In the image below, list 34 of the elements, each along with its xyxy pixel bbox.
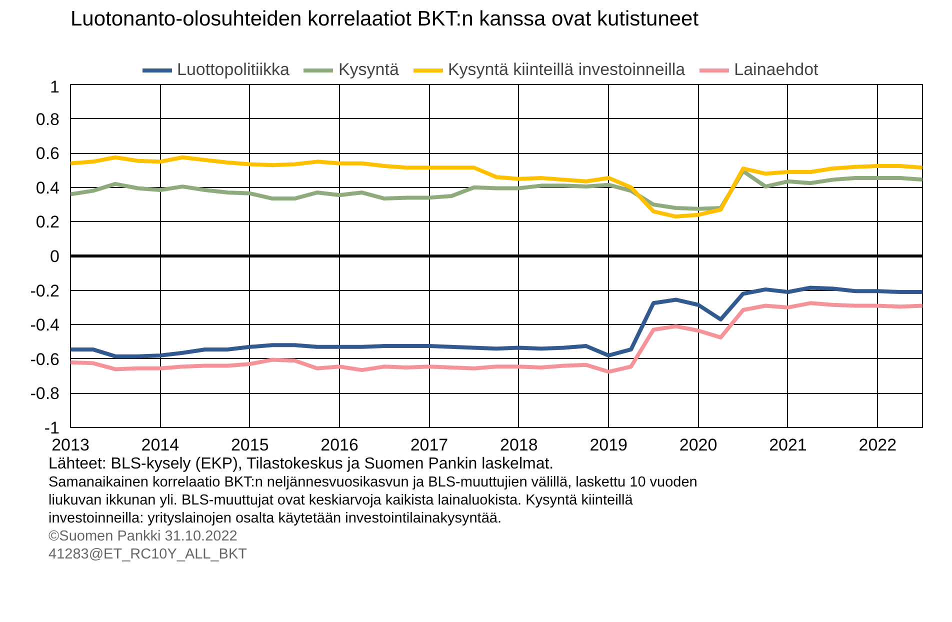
text: Samanaikainen korrelaatio BKT:n neljännesvuosikasvun ja BLS-muuttujien välillä, laskettu 10 vuoden liukuvan ikkunan yli. BLS-muuttujat ovat keskiarvoja kaikista lainaluokista. Kysyntä kiinteillä investoinneilla: yrityslainojen osalta käytetään investointilainakysyntää. xyxy=(48,474,698,526)
x-tick-label: 2016 xyxy=(320,436,358,454)
y-tick-label: 0.2 xyxy=(36,212,60,232)
y-tick-label: -0.8 xyxy=(30,384,60,404)
x-tick-label: 2015 xyxy=(230,436,269,454)
x-tick-label: 2022 xyxy=(858,436,897,454)
y-tick-label: -0.2 xyxy=(30,281,60,300)
chart-title: Luotonanto-olosuhteiden korrelaatiot BKT:n kanssa ovat kutistuneet xyxy=(70,8,699,30)
legend-label: Lainaehdot xyxy=(734,60,818,80)
line-series xyxy=(70,169,922,211)
x-tick-label: 2021 xyxy=(769,436,807,454)
y-tick-label: 1 xyxy=(50,78,60,96)
y-tick-label: -0.6 xyxy=(30,350,60,369)
text: 41283@ET_RC10Y_ALL_BKT xyxy=(48,546,248,562)
line-series xyxy=(70,301,922,374)
x-tick-label: 2017 xyxy=(410,436,448,454)
text: Lähteet: BLS-kysely (EKP), Tilastokeskus ja Suomen Pankin laskelmat. xyxy=(48,456,554,472)
text: ©Suomen Pankki 31.10.2022 xyxy=(48,528,238,544)
x-tick-label: 2018 xyxy=(500,436,538,454)
x-tick-label: 2020 xyxy=(679,436,718,454)
line-series xyxy=(70,155,922,219)
y-tick-label: -0.4 xyxy=(30,316,60,335)
legend-label: Kysyntä kiinteillä investoinneilla xyxy=(448,60,686,80)
x-tick-label: 2014 xyxy=(141,436,180,454)
y-tick-label: -1 xyxy=(44,418,60,438)
y-tick-label: 0.6 xyxy=(36,144,60,164)
y-tick-label: 0.8 xyxy=(36,110,60,129)
legend-label: Kysyntä xyxy=(338,60,399,80)
y-tick-label: 0.4 xyxy=(36,178,60,198)
x-tick-label: 2019 xyxy=(590,436,628,454)
y-tick-label: 0 xyxy=(50,247,60,266)
legend-label: Luottopolitiikka xyxy=(177,60,290,80)
line-series xyxy=(70,286,922,358)
x-tick-label: 2013 xyxy=(52,436,90,454)
